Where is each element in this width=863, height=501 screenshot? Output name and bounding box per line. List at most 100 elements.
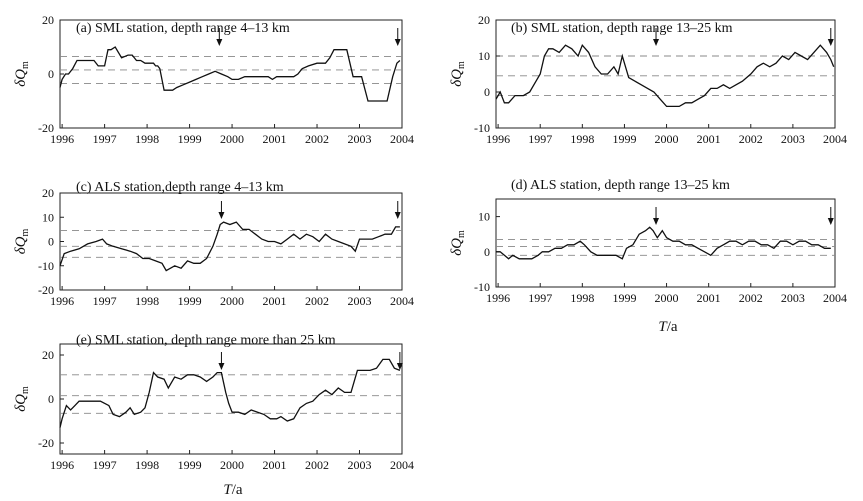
x-tick-label-d: 1996: [486, 291, 510, 305]
series-line-e: [59, 358, 401, 428]
x-tick-label-c: 2000: [220, 294, 244, 308]
x-tick-label-a: 1996: [50, 132, 74, 146]
x-tick-label-b: 1999: [612, 132, 636, 146]
x-tick-label-b: 2002: [739, 132, 763, 146]
x-axis-label-unit: /a: [232, 482, 243, 498]
x-tick-label-c: 2003: [348, 294, 372, 308]
y-axis-label-symbol: δQ: [449, 69, 465, 87]
x-tick-label-d: 1999: [612, 291, 636, 305]
x-tick-label-d: 1998: [570, 291, 594, 305]
y-tick-label-b: 10: [478, 49, 490, 63]
y-tick-label-e: -20: [38, 436, 54, 450]
panel-c: 1996 1997 1998 1999 2000 2001 2002 2003 2004 -20 -…: [13, 180, 414, 308]
x-tick-label-c: 1999: [178, 294, 202, 308]
event-arrow-head-c-1: [394, 212, 401, 219]
y-tick-label-d: -10: [474, 280, 490, 294]
y-axis-label-subscript: m: [20, 386, 31, 394]
panel-title-e: (e) SML station, depth range more than 2…: [76, 333, 336, 348]
y-tick-label-d: 0: [484, 245, 490, 259]
x-tick-label-a: 1998: [135, 132, 159, 146]
x-axis-label-symbol: T: [658, 319, 668, 335]
x-axis-label-unit: /a: [667, 319, 678, 335]
x-tick-label-a: 1997: [93, 132, 117, 146]
x-tick-label-e: 1999: [178, 458, 202, 472]
plot-frame-c: [59, 192, 403, 291]
x-tick-label-c: 2001: [263, 294, 287, 308]
event-arrow-head-b-1: [827, 39, 834, 46]
x-tick-label-e: 2004: [390, 458, 414, 472]
x-tick-label-e: 2001: [263, 458, 287, 472]
event-arrow-head-d-1: [827, 218, 834, 225]
y-tick-label-e: 20: [42, 348, 54, 362]
x-tick-label-b: 2004: [823, 132, 847, 146]
x-axis-label-d: T/a: [658, 319, 678, 335]
x-tick-label-d: 2003: [781, 291, 805, 305]
x-axis-label-symbol: T: [223, 482, 233, 498]
plot-frame-b: [495, 19, 836, 129]
x-tick-label-d: 2000: [655, 291, 679, 305]
y-tick-label-c: 10: [42, 210, 54, 224]
y-tick-label-a: 20: [42, 13, 54, 27]
plot-frame-a: [59, 19, 403, 129]
event-arrow-head-d-0: [653, 218, 660, 225]
y-axis-label-c: δQm: [13, 228, 31, 254]
y-tick-label-a: -20: [38, 121, 54, 135]
x-tick-label-a: 2002: [305, 132, 329, 146]
x-axis-label-e: T/a: [223, 482, 243, 498]
x-tick-label-a: 2003: [348, 132, 372, 146]
y-tick-label-d: 10: [478, 210, 490, 224]
series-line-c: [59, 221, 400, 272]
x-tick-label-d: 2001: [697, 291, 721, 305]
panel-b: 1996 1997 1998 1999 2000 2001 2002 2003 2004 -10 0…: [449, 13, 847, 146]
y-tick-label-e: 0: [48, 392, 54, 406]
y-axis-label-subscript: m: [456, 61, 467, 69]
y-tick-label-a: 0: [48, 67, 54, 81]
y-axis-label-e: δQm: [13, 386, 31, 412]
panel-d: 1996 1997 1998 1999 2000 2001 2002 2003 2004 -10 0…: [449, 178, 847, 305]
x-tick-label-b: 2000: [655, 132, 679, 146]
panel-title-b: (b) SML station, depth range 13–25 km: [511, 21, 733, 36]
x-tick-label-c: 1997: [93, 294, 117, 308]
y-tick-label-c: -20: [38, 283, 54, 297]
x-tick-label-c: 2002: [305, 294, 329, 308]
panel-title-c: (c) ALS station,depth range 4–13 km: [76, 180, 284, 195]
y-axis-label-symbol: δQ: [449, 238, 465, 256]
plot-frame-e: [59, 343, 403, 455]
x-tick-label-b: 1998: [570, 132, 594, 146]
event-arrow-head-b-0: [653, 39, 660, 46]
x-tick-label-e: 1998: [135, 458, 159, 472]
y-axis-label-symbol: δQ: [13, 394, 29, 412]
x-tick-label-c: 1998: [135, 294, 159, 308]
x-tick-label-d: 2002: [739, 291, 763, 305]
x-tick-label-e: 2003: [348, 458, 372, 472]
y-tick-label-c: 0: [48, 235, 54, 249]
event-arrow-head-a-0: [216, 39, 223, 46]
panel-title-a: (a) SML station, depth range 4–13 km: [76, 21, 290, 36]
x-tick-label-a: 2001: [263, 132, 287, 146]
y-axis-label-subscript: m: [456, 230, 467, 238]
x-tick-label-e: 2002: [305, 458, 329, 472]
panel-title-d: (d) ALS station, depth range 13–25 km: [511, 178, 730, 193]
x-tick-label-b: 2003: [781, 132, 805, 146]
x-tick-label-e: 1996: [50, 458, 74, 472]
y-axis-label-b: δQm: [449, 61, 467, 87]
y-tick-label-c: 20: [42, 186, 54, 200]
x-tick-label-c: 2004: [390, 294, 414, 308]
panel-e: 1996 1997 1998 1999 2000 2001 2002 2003 2004 -20 0…: [13, 333, 414, 472]
y-tick-label-b: 20: [478, 13, 490, 27]
series-line-a: [59, 46, 401, 102]
series-line-b: [495, 43, 835, 108]
plot-frame-d: [495, 198, 836, 288]
x-tick-label-d: 2004: [823, 291, 847, 305]
x-tick-label-a: 1999: [178, 132, 202, 146]
x-tick-label-b: 1996: [486, 132, 510, 146]
y-axis-label-subscript: m: [20, 61, 31, 69]
event-arrow-head-e-0: [218, 363, 225, 370]
y-axis-label-a: δQm: [13, 61, 31, 87]
x-tick-label-e: 1997: [93, 458, 117, 472]
y-tick-label-b: 0: [484, 85, 490, 99]
x-tick-label-b: 2001: [697, 132, 721, 146]
panel-a: 1996 1997 1998 1999 2000 2001 2002 2003 2004 -20 0…: [13, 13, 414, 146]
y-axis-label-d: δQm: [449, 230, 467, 256]
